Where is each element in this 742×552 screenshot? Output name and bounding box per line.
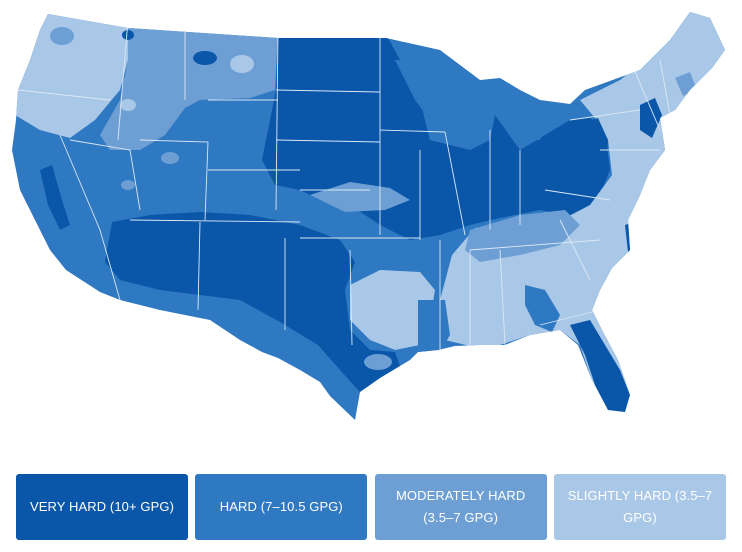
zone-michigan-hard — [500, 95, 548, 140]
zone-hudson-very-hard — [640, 98, 662, 138]
zone-washington-very-hard-spot — [122, 30, 134, 40]
hardness-legend: VERY HARD (10+ GPG) HARD (7–10.5 GPG) MO… — [16, 474, 726, 540]
legend-slightly-hard-label: SLIGHTLY HARD (3.5–7 GPG) — [567, 488, 713, 525]
zone-washington-moderate-spot — [50, 27, 74, 45]
zone-east-texas-slightly-hard — [350, 270, 435, 350]
legend-hard-label: HARD (7–10.5 GPG) — [219, 499, 343, 514]
us-map-svg — [12, 12, 725, 420]
zone-ohio-valley-very-hard — [540, 118, 608, 205]
zone-utah-moderate-spot — [161, 152, 179, 164]
legend-hard: HARD (7–10.5 GPG) — [195, 474, 368, 540]
legend-very-hard-label: VERY HARD (10+ GPG) — [29, 499, 175, 514]
legend-moderately-hard: MODERATELY HARD (3.5–7 GPG) — [374, 474, 547, 540]
zone-northern-rockies-moderate — [100, 20, 278, 150]
zone-upper-midwest-hard — [395, 60, 470, 128]
state-borders — [17, 19, 671, 350]
zone-oregon-moderate-spot — [120, 99, 136, 111]
legend-very-hard: VERY HARD (10+ GPG) — [16, 474, 188, 540]
zone-idaho-very-hard-spot — [193, 51, 217, 65]
zone-gulf-moderate-spot — [364, 354, 392, 370]
us-water-hardness-map — [12, 12, 725, 420]
zone-appalachia-moderate — [465, 210, 580, 262]
legend-moderately-hard-label: MODERATELY HARD (3.5–7 GPG) — [395, 488, 526, 525]
zone-colorado-moderate-spot — [121, 180, 135, 190]
zone-california-very-hard — [40, 165, 70, 230]
zone-florida-very-hard — [570, 320, 630, 412]
zone-southwest-very-hard — [105, 212, 400, 392]
legend-slightly-hard: SLIGHTLY HARD (3.5–7 GPG) — [553, 474, 726, 540]
zone-kansas-moderate — [310, 182, 410, 212]
zone-montana-slightly-hard-spot — [230, 55, 254, 73]
zone-louisiana-hard — [418, 300, 450, 352]
zone-georgia-hard — [525, 285, 560, 332]
